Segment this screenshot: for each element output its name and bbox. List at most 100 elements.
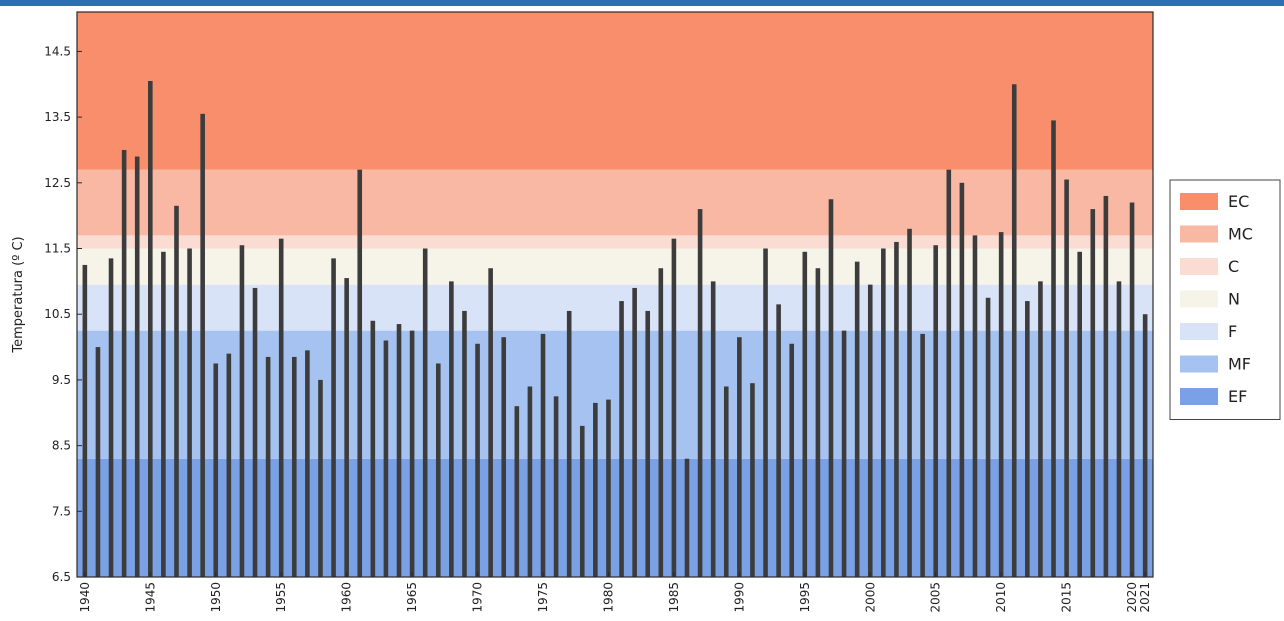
bar-1948 [187,248,192,577]
bar-1967 [435,363,441,577]
legend-swatch-ec [1180,193,1218,210]
y-tick-label: 13.5 [44,110,71,124]
bar-1960 [344,278,349,577]
legend-label-n: N [1228,290,1240,309]
bar-1991 [750,383,755,577]
x-tick-label: 1945 [143,582,157,613]
bar-2020 [1129,202,1135,577]
bar-2021 [1142,314,1148,577]
bar-1989 [723,386,729,577]
bar-1940 [82,264,88,577]
bar-1946 [161,251,166,577]
bar-1978 [579,425,585,577]
bar-1943 [121,149,127,577]
bar-1961 [357,169,363,577]
bar-1998 [841,330,847,577]
bar-2011 [1011,84,1017,577]
y-tick-label: 12.5 [44,176,71,190]
bar-1951 [226,353,232,577]
x-tick-label: 1940 [78,582,92,613]
legend-swatch-ef [1180,388,1218,405]
y-tick-label: 14.5 [44,44,71,58]
category-bands [77,12,1153,577]
x-tick-label: 2010 [994,582,1008,613]
bar-2013 [1038,281,1043,577]
bar-1964 [396,324,402,577]
bar-1952 [239,245,245,577]
window-top-bar [0,0,1284,6]
bar-2005 [933,245,939,577]
bar-1975 [540,333,546,577]
band-mf [77,330,1153,459]
bar-1973 [514,406,520,577]
bar-1982 [632,287,637,577]
x-axis: 1940 1945 1950 1955 1960 1965 1970 1975 1980 1985… [78,572,1152,613]
legend-swatch-f [1180,323,1218,340]
band-c [77,235,1153,249]
bar-2010 [998,232,1004,577]
bar-2004 [920,333,925,577]
bar-1969 [462,310,467,577]
bar-1970 [475,343,480,577]
y-axis: 6.5 7.5 8.5 9.5 10.5 11.5 12.5 13.5 14.5 [44,44,82,584]
bar-2001 [881,248,886,577]
x-tick-label: 1985 [667,582,681,613]
bar-1980 [606,399,611,577]
bar-1942 [108,258,114,577]
y-axis-title: Temperatura (º C) [11,236,26,353]
x-tick-label: 1995 [798,582,812,613]
bar-1993 [776,304,781,577]
bar-1972 [501,337,507,577]
x-tick-label: 2020 [1125,582,1139,613]
bar-2002 [894,241,899,577]
bar-1944 [134,156,140,577]
x-tick-label: 1980 [601,582,615,613]
plot-frame [76,11,1154,578]
bar-2017 [1090,209,1096,577]
bar-1985 [671,238,677,577]
bar-1945 [148,80,153,578]
legend: EC MC CNF MF EF [1169,179,1281,420]
x-tick-label: 1950 [209,582,223,613]
legend-label-mf: MF [1228,355,1251,374]
legend-label-ec: EC [1228,192,1249,211]
bar-1962 [370,320,376,577]
bar-1974 [527,386,533,577]
x-tick-label: 1960 [340,582,354,613]
bar-1963 [383,340,389,577]
bar-1983 [645,310,651,577]
bar-1990 [737,337,742,577]
bar-1988 [710,281,716,577]
bar-1992 [763,248,768,577]
bar-1966 [422,248,428,577]
data-bars [82,80,1148,578]
bar-1968 [449,281,454,577]
legend-swatch-c [1180,258,1218,275]
bar-2018 [1103,195,1109,577]
y-tick-label: 11.5 [44,242,71,256]
y-tick-label: 7.5 [52,504,71,518]
bar-1977 [566,310,572,577]
legend-swatch-n [1180,290,1218,308]
bar-2015 [1064,179,1069,578]
bar-2003 [907,228,912,578]
band-n [77,248,1153,285]
band-ec [77,12,1153,170]
bar-2019 [1116,281,1122,577]
x-tick-label: 1965 [405,582,419,613]
legend-swatch-mc [1180,225,1218,243]
bar-1976 [553,396,559,577]
bar-1953 [252,287,258,577]
bar-2012 [1025,301,1030,577]
bar-1955 [278,238,284,577]
x-tick-label: 1955 [274,582,288,613]
legend-label-c: C [1228,257,1239,276]
bar-2009 [985,297,991,577]
bar-1987 [697,209,703,577]
bar-1997 [828,199,834,577]
x-tick-label: 2005 [929,582,943,613]
bar-2007 [959,182,965,577]
legend-label-f: F [1228,322,1237,341]
x-tick-label: 1990 [732,582,746,613]
